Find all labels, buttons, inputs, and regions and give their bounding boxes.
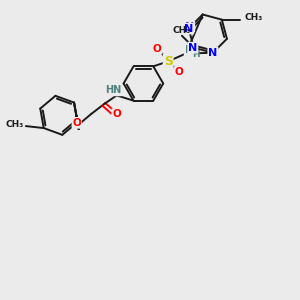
Text: N: N (208, 48, 218, 58)
Text: HN: HN (106, 85, 122, 95)
Text: N: N (185, 22, 194, 32)
Text: CH₃: CH₃ (173, 26, 191, 35)
Text: N: N (184, 46, 194, 56)
Text: O: O (112, 109, 121, 119)
Text: O: O (72, 118, 81, 128)
Text: S: S (164, 55, 173, 68)
Text: CH₃: CH₃ (244, 13, 263, 22)
Text: H: H (192, 50, 200, 59)
Text: O: O (175, 67, 183, 77)
Text: N: N (188, 43, 197, 53)
Text: CH₃: CH₃ (6, 120, 24, 129)
Text: O: O (153, 44, 162, 53)
Text: N: N (184, 23, 193, 34)
